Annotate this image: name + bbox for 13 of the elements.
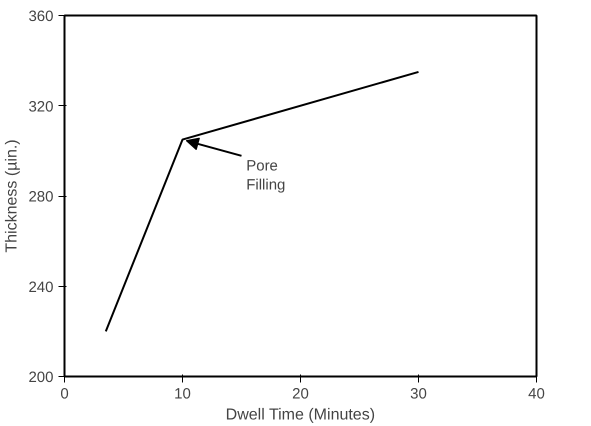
y-tick-label: 280	[28, 188, 54, 206]
y-tick-label: 240	[28, 278, 54, 296]
x-tick-label: 40	[528, 386, 545, 402]
x-tick-label: 10	[174, 386, 191, 402]
annotation: Pore Filling	[246, 158, 286, 194]
x-axis-title: Dwell Time (Minutes)	[226, 406, 376, 424]
x-tick-label: 30	[410, 386, 427, 402]
y-tick-label: 320	[28, 98, 54, 116]
x-tick-label: 20	[292, 386, 309, 402]
y-tick-label: 360	[28, 8, 54, 25]
y-tick-label: 200	[28, 369, 54, 386]
x-tick-label: 0	[60, 386, 69, 402]
y-axis-title: Thickness (µin.)	[3, 139, 20, 253]
